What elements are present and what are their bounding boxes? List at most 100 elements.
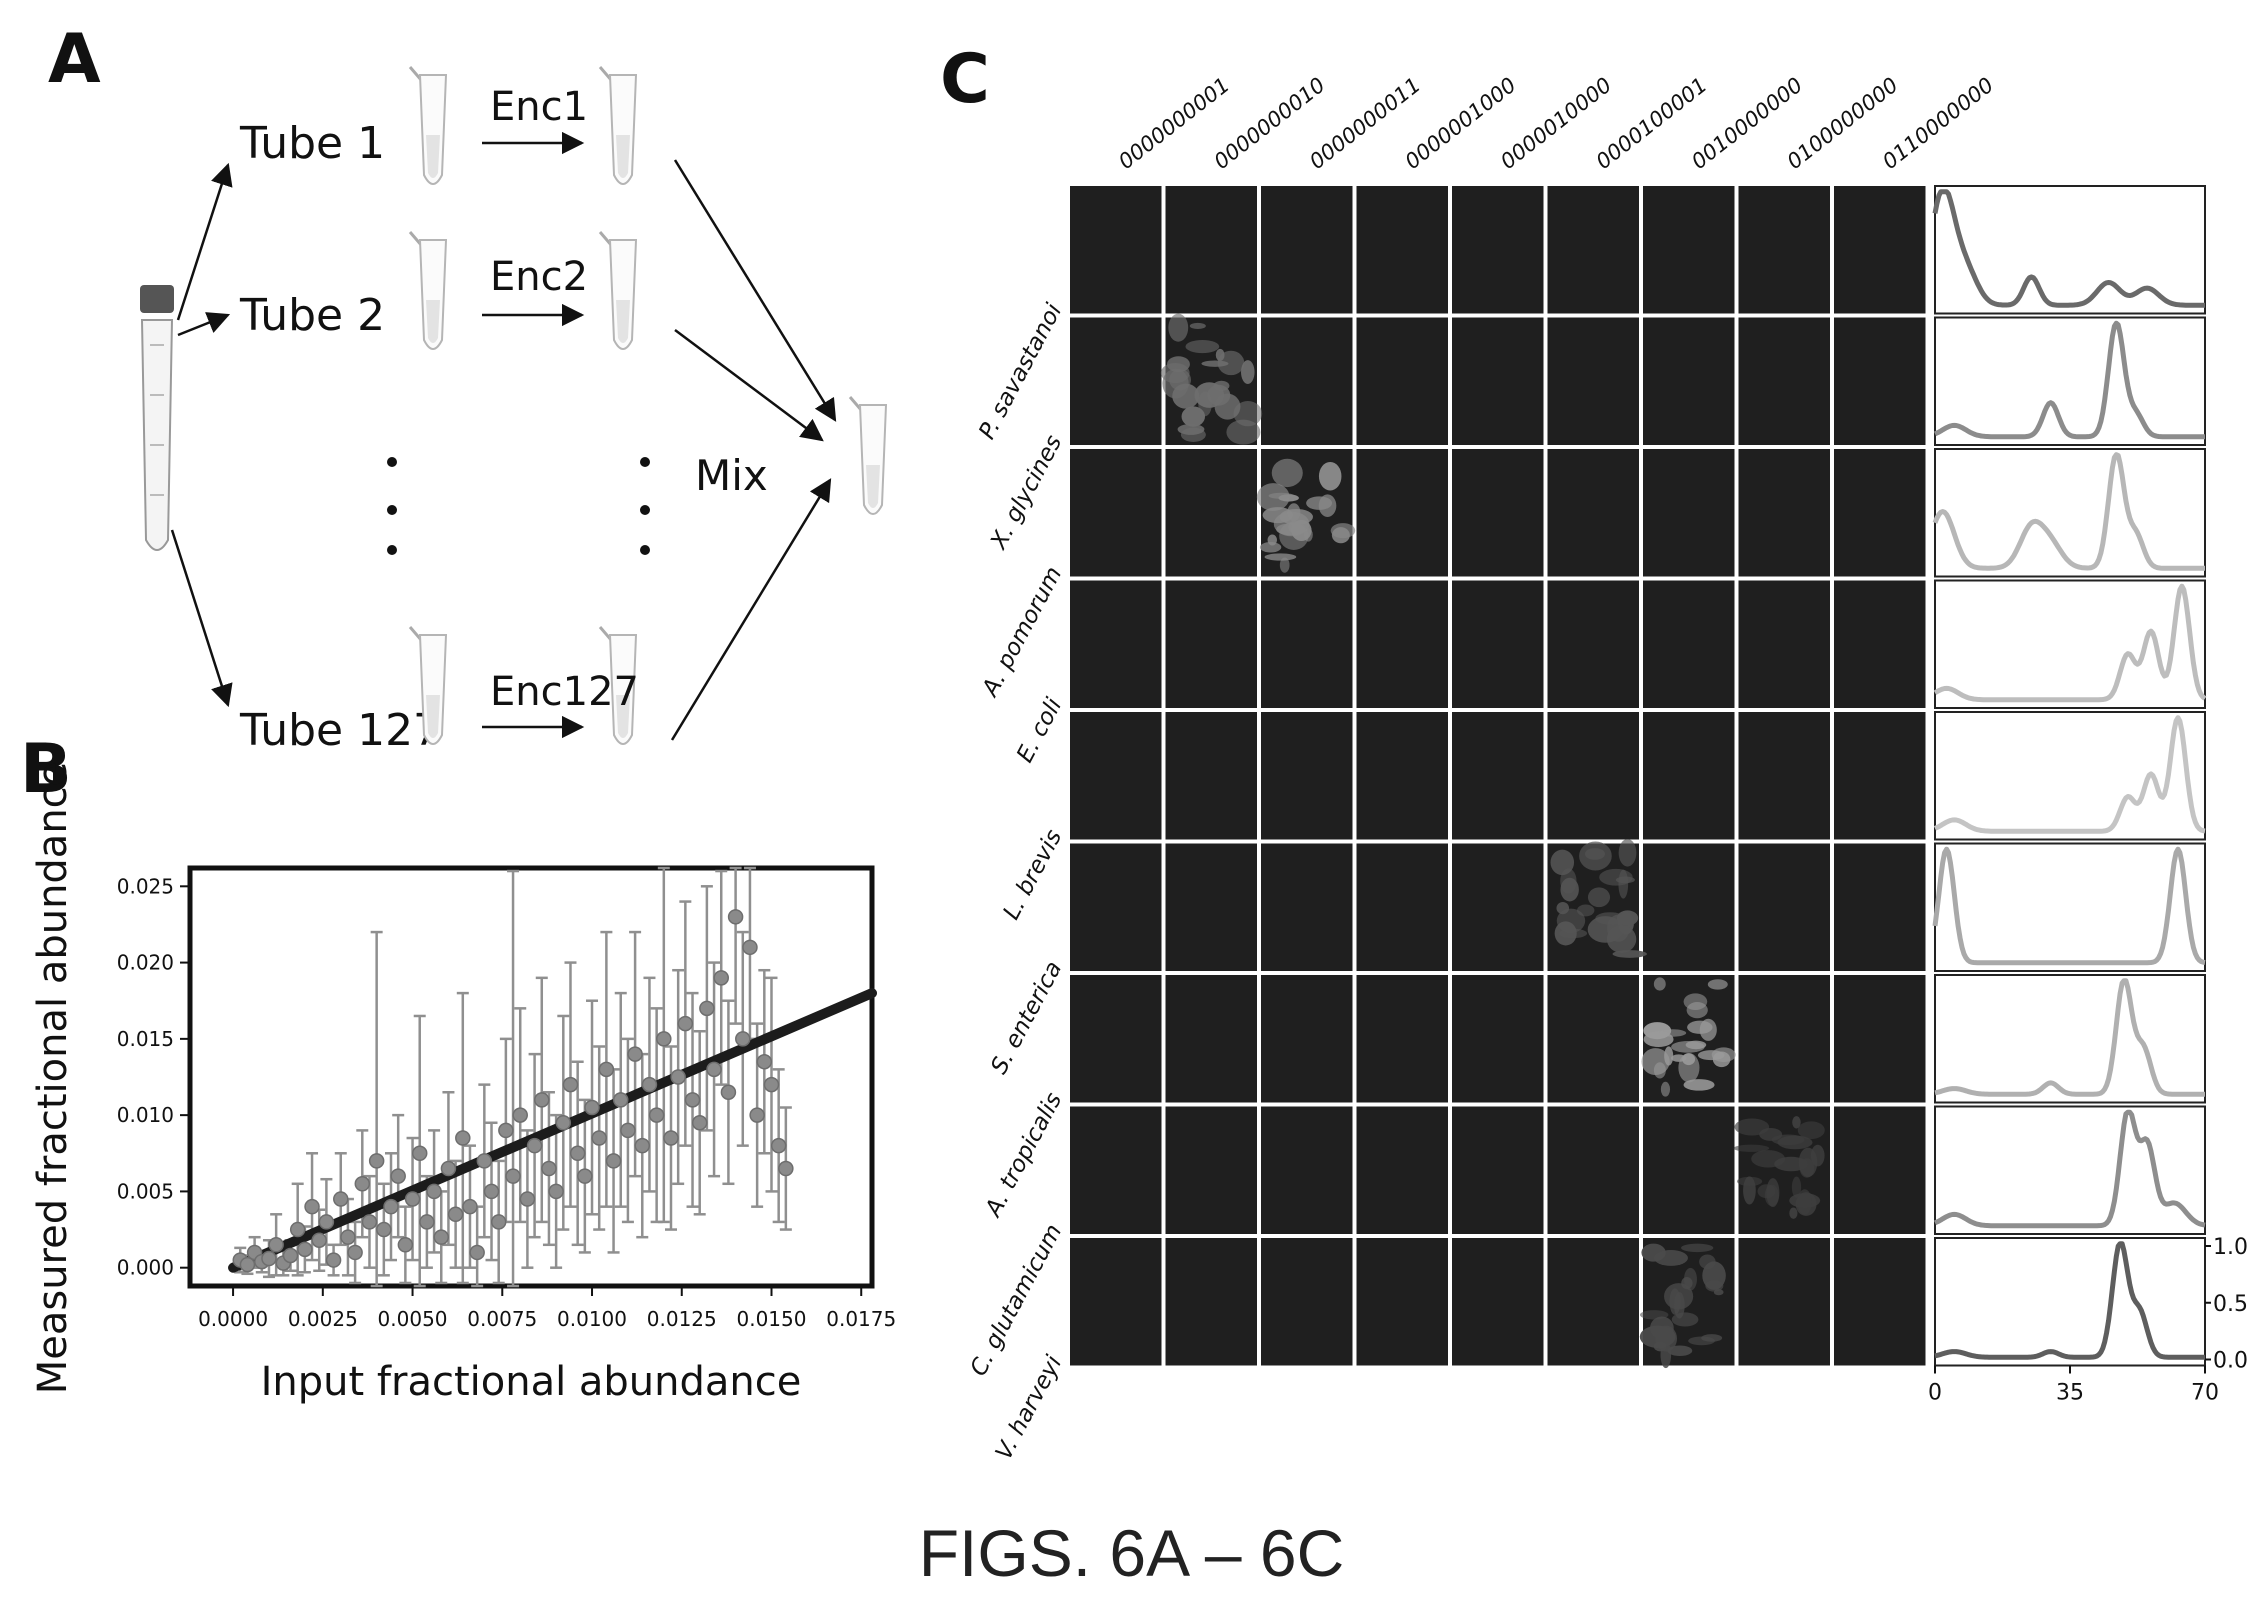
data-point <box>318 1214 335 1230</box>
data-point <box>612 1092 629 1108</box>
grid-cell <box>1165 843 1257 971</box>
grid-cell <box>1834 975 1926 1103</box>
colony-signal <box>1639 1243 1726 1369</box>
colony-signal <box>1641 977 1736 1097</box>
grid-cell <box>1738 975 1830 1103</box>
data-point <box>584 1099 600 1116</box>
data-point <box>325 1252 342 1268</box>
grid-cell <box>1261 186 1353 314</box>
grid-cell <box>1643 449 1735 577</box>
grid-cell <box>1452 975 1544 1103</box>
grid-cell <box>1356 975 1448 1103</box>
grid-cell <box>1070 1238 1162 1366</box>
grid-cell <box>1547 975 1639 1103</box>
grid-cell <box>1643 580 1735 708</box>
data-point <box>591 1130 607 1146</box>
data-point <box>390 1168 406 1184</box>
grid-cell <box>1070 975 1162 1103</box>
spectrum-line <box>1933 320 2206 440</box>
data-point <box>534 1092 550 1108</box>
grid-cell <box>1834 449 1926 577</box>
panel-b-letter: B <box>20 730 72 809</box>
data-point <box>361 1214 378 1230</box>
grid-cell <box>1356 317 1448 445</box>
grid-cell <box>1261 1106 1353 1234</box>
spectrum-panel <box>1933 711 2206 841</box>
grid-cell <box>1738 712 1830 840</box>
data-point <box>756 1053 773 1070</box>
data-point <box>447 1206 464 1223</box>
grid-cell <box>1643 186 1735 314</box>
data-point <box>490 1214 507 1230</box>
data-point <box>239 1256 256 1273</box>
y-tick-label: 0.010 <box>117 1103 174 1127</box>
data-point <box>304 1198 320 1215</box>
grid-cell <box>1070 712 1162 840</box>
grid-cell <box>1261 1238 1353 1366</box>
spectrum-y-tick-label: 1.0 <box>2213 1235 2248 1260</box>
grid-cell <box>1547 449 1639 577</box>
species-label: P. savastanoi <box>974 299 1067 444</box>
grid-cell <box>1261 317 1353 445</box>
mix-arrow-1 <box>673 159 837 422</box>
y-tick-label: 0.020 <box>117 951 174 975</box>
data-point <box>720 1084 737 1101</box>
data-points <box>232 909 794 1273</box>
spectrum-panel <box>1933 579 2207 709</box>
grid-cell <box>1834 1106 1926 1234</box>
data-point <box>333 1191 349 1207</box>
grid-cell <box>1738 449 1830 577</box>
enc1-label: Enc1 <box>490 84 588 130</box>
spectrum-panel <box>1934 1237 2206 1367</box>
data-point <box>620 1122 636 1139</box>
data-point <box>476 1153 493 1169</box>
grid-cell <box>1165 975 1257 1103</box>
data-point <box>699 1000 715 1017</box>
data-point <box>641 1076 658 1093</box>
data-point <box>433 1229 450 1245</box>
data-point <box>770 1137 787 1154</box>
spectrum-line <box>1932 452 2206 571</box>
data-point <box>462 1198 478 1215</box>
grid-cell <box>1452 1106 1544 1234</box>
plot-frame <box>187 865 875 1289</box>
grid-cell <box>1356 186 1448 314</box>
grid-cell <box>1547 317 1639 445</box>
mixed-tube-icon <box>848 396 888 515</box>
grid-cell <box>1261 975 1353 1103</box>
data-point <box>469 1244 485 1261</box>
data-point <box>598 1061 615 1078</box>
grid-cell <box>1070 449 1162 577</box>
grid-cell <box>1452 317 1544 445</box>
tube-2-icon <box>408 231 448 350</box>
enc127-label: Enc127 <box>490 669 639 715</box>
tube-127-label: Tube 127 <box>239 705 441 756</box>
grid-cell <box>1165 186 1257 314</box>
grid-cell <box>1738 186 1830 314</box>
data-point <box>562 1076 579 1093</box>
data-point <box>505 1168 521 1184</box>
grid-cell <box>1261 843 1353 971</box>
data-point <box>691 1115 708 1131</box>
enc2-label: Enc2 <box>490 254 588 300</box>
grid-cell <box>1356 449 1448 577</box>
data-point <box>440 1160 457 1177</box>
x-tick-label: 0.0125 <box>647 1307 717 1331</box>
data-point <box>519 1191 536 1207</box>
species-label: A. tropicalis <box>980 1089 1068 1223</box>
data-point <box>483 1183 500 1200</box>
mix-arrow-127 <box>670 478 832 741</box>
grid-cell <box>1834 580 1926 708</box>
data-point <box>577 1168 593 1184</box>
data-point <box>727 909 744 925</box>
spectrum-x-tick-label: 70 <box>2191 1381 2219 1406</box>
spectrum-panel <box>1933 316 2206 446</box>
spectrum-line <box>1933 583 2207 703</box>
grid-cell <box>1070 580 1162 708</box>
mix-arrow-2 <box>674 328 824 442</box>
y-tick-label: 0.005 <box>117 1179 174 1203</box>
data-point <box>297 1241 313 1258</box>
grid-cell <box>1070 1106 1162 1234</box>
panel-c-letter: C <box>940 40 990 119</box>
